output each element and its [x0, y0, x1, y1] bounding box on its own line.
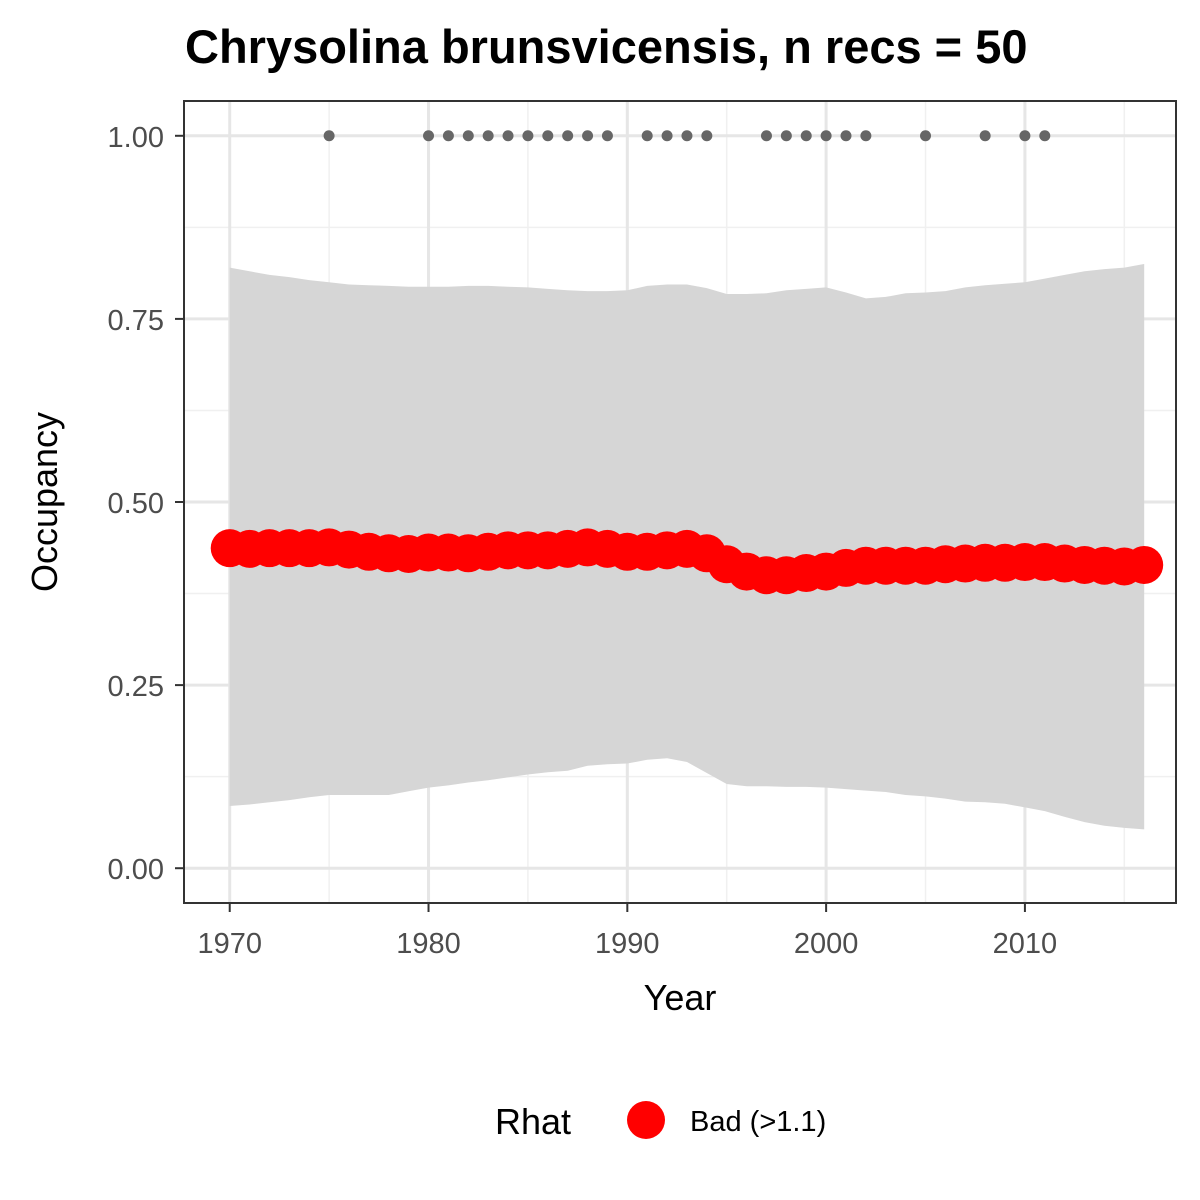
record-point [562, 130, 574, 142]
record-point [979, 130, 991, 142]
record-point [582, 130, 594, 142]
legend-title: Rhat [495, 1101, 571, 1142]
record-point [661, 130, 673, 142]
record-point [820, 130, 832, 142]
record-point [860, 130, 872, 142]
y-tick-label: 0.50 [108, 488, 164, 520]
y-tick-label: 0.00 [108, 854, 164, 886]
legend: Rhat Bad (>1.1) [495, 1101, 826, 1142]
record-point [442, 130, 454, 142]
record-point [323, 130, 335, 142]
x-tick-label: 1990 [595, 928, 660, 960]
occupancy-estimates [210, 528, 1164, 595]
record-point [1039, 130, 1051, 142]
record-point [502, 130, 514, 142]
record-point [522, 130, 534, 142]
x-tick-label: 2010 [993, 928, 1058, 960]
record-point [840, 130, 852, 142]
x-axis-title: Year [644, 977, 717, 1018]
record-point [760, 130, 772, 142]
record-point [641, 130, 653, 142]
legend-key-bad [627, 1101, 665, 1139]
x-axis: 1970 1980 1990 2000 2010 [197, 903, 1057, 960]
x-tick-label: 1980 [396, 928, 461, 960]
record-point [920, 130, 932, 142]
record-point [423, 130, 435, 142]
y-tick-label: 0.25 [108, 671, 164, 703]
legend-label-bad: Bad (>1.1) [690, 1106, 826, 1138]
record-point [681, 130, 693, 142]
y-tick-label: 1.00 [108, 122, 164, 154]
record-point [800, 130, 812, 142]
record-point [462, 130, 474, 142]
y-tick-label: 0.75 [108, 305, 164, 337]
x-tick-label: 2000 [794, 928, 859, 960]
observed-points [323, 130, 1051, 142]
record-point [780, 130, 792, 142]
occupancy-point [1125, 545, 1164, 584]
record-point [601, 130, 613, 142]
record-point [482, 130, 494, 142]
record-point [542, 130, 554, 142]
y-axis-title: Occupancy [24, 412, 65, 592]
record-point [1019, 130, 1031, 142]
record-point [701, 130, 713, 142]
chart-title: Chrysolina brunsvicensis, n recs = 50 [185, 20, 1027, 73]
y-axis: 0.00 0.25 0.50 0.75 1.00 [108, 122, 184, 886]
x-tick-label: 1970 [197, 928, 262, 960]
